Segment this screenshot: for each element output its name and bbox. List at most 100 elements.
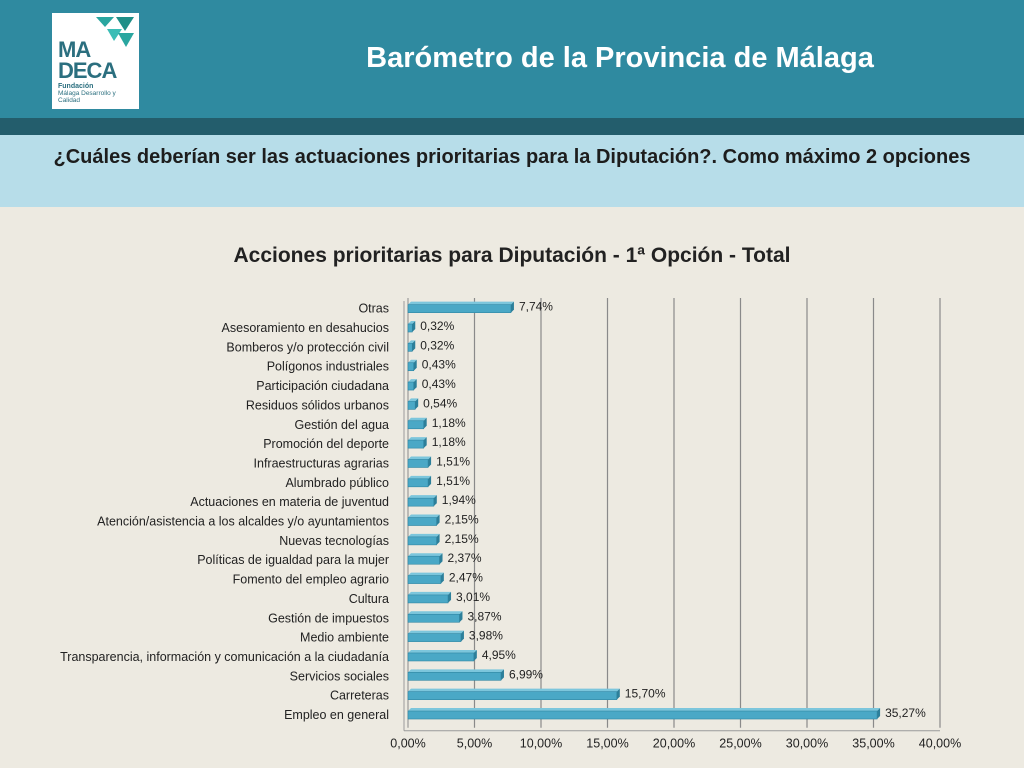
bar-top <box>408 456 432 460</box>
bar <box>407 652 475 662</box>
bar-side <box>415 398 419 410</box>
bar <box>407 381 415 391</box>
value-label: 1,18% <box>432 435 466 449</box>
bar-side <box>500 669 504 681</box>
bar-side <box>436 533 440 545</box>
category-label: Otras <box>358 302 389 316</box>
bar <box>407 439 424 449</box>
category-label: Fomento del empleo agrario <box>233 573 389 587</box>
bar <box>407 691 618 700</box>
header-strip <box>0 118 1024 135</box>
category-label: Actuaciones en materia de juventud <box>190 495 389 509</box>
value-label: 1,18% <box>432 416 466 430</box>
bar <box>407 420 424 430</box>
bar <box>407 613 460 623</box>
value-label: 4,95% <box>482 648 516 662</box>
bar <box>407 575 442 584</box>
x-tick-label: 20,00% <box>653 737 695 751</box>
category-label: Empleo en general <box>284 708 389 722</box>
bar-side <box>877 708 881 720</box>
category-label: Infraestructuras agrarias <box>254 456 389 470</box>
bar-top <box>408 437 427 441</box>
logo-text: MA DECA <box>58 37 117 83</box>
page-title: Barómetro de la Provincia de Málaga <box>366 42 874 74</box>
value-label: 2,37% <box>448 551 482 565</box>
category-label: Alumbrado público <box>285 476 389 490</box>
bar <box>407 672 502 681</box>
category-label: Medio ambiente <box>300 631 389 645</box>
bar-top <box>408 688 620 692</box>
bar-top <box>408 301 514 305</box>
bar-side <box>413 359 417 371</box>
category-label: Asesoramiento en desahucios <box>222 321 389 335</box>
bar-top <box>408 359 417 363</box>
bar <box>407 497 435 507</box>
category-label: Transparencia, información y comunicació… <box>60 650 389 664</box>
category-label: Carreteras <box>330 689 389 703</box>
x-tick-label: 15,00% <box>586 737 628 751</box>
value-label: 2,15% <box>445 532 479 546</box>
bar <box>407 362 415 372</box>
bar-top <box>408 649 477 653</box>
category-label: Gestión de impuestos <box>268 611 389 625</box>
bar-side <box>428 475 432 487</box>
value-label: 6,99% <box>509 667 543 681</box>
bar-top <box>408 340 416 344</box>
bar-side <box>510 301 514 313</box>
bar-side <box>440 572 444 584</box>
bar <box>407 594 449 604</box>
header-bar <box>0 0 1024 118</box>
chart-title: Acciones prioritarias para Diputación - … <box>233 244 791 267</box>
bar-top <box>408 630 464 634</box>
bar-side <box>423 417 427 429</box>
bar-top <box>408 398 419 402</box>
bar-side <box>433 495 437 507</box>
bar-side <box>439 553 443 565</box>
bar <box>407 633 462 642</box>
value-label: 0,43% <box>422 358 456 372</box>
category-label: Atención/asistencia a los alcaldes y/o a… <box>97 515 389 529</box>
bar-side <box>448 591 452 603</box>
value-label: 0,32% <box>420 319 454 333</box>
value-label: 0,32% <box>420 338 454 352</box>
x-tick-label: 5,00% <box>457 737 492 751</box>
bar-side <box>428 456 432 468</box>
bar-top <box>408 321 416 325</box>
value-label: 0,54% <box>423 396 457 410</box>
survey-question: ¿Cuáles deberían ser las actuaciones pri… <box>53 146 971 168</box>
bar-top <box>408 611 463 615</box>
bar-top <box>408 514 440 518</box>
x-tick-label: 0,00% <box>390 737 425 751</box>
value-label: 0,43% <box>422 377 456 391</box>
value-label: 35,27% <box>885 706 926 720</box>
bar-chart: 0,00% 5,00% 10,00% 15,00% 20,00% 25,00% 30,00%… <box>60 298 961 751</box>
value-label: 1,51% <box>436 474 470 488</box>
bar <box>407 555 440 565</box>
value-label: 1,51% <box>436 454 470 468</box>
logo-subtitle: Fundación Málaga Desarrollo y Calidad <box>58 83 116 104</box>
category-label: Bomberos y/o protección civil <box>226 340 389 354</box>
category-label: Promoción del deporte <box>263 437 389 451</box>
bar-side <box>460 630 464 642</box>
category-label: Gestión del agua <box>294 418 389 432</box>
logo-mark-icon <box>96 17 134 47</box>
bar-top <box>408 572 444 576</box>
category-label: Servicios sociales <box>290 669 389 683</box>
value-label: 3,98% <box>469 629 503 643</box>
category-label: Residuos sólidos urbanos <box>246 398 389 412</box>
category-label: Cultura <box>349 592 389 606</box>
madeca-logo: MA DECA Fundación Málaga Desarrollo y Cal… <box>52 13 139 109</box>
bar-top <box>408 475 432 479</box>
bar-top <box>408 379 417 383</box>
value-label: 7,74% <box>519 300 553 314</box>
bar-side <box>473 649 477 661</box>
bar-side <box>616 688 620 700</box>
bar-side <box>459 611 463 623</box>
bar-top <box>408 495 437 499</box>
category-label: Políticas de igualdad para la mujer <box>197 553 389 567</box>
x-tick-label: 35,00% <box>852 737 894 751</box>
value-label: 15,70% <box>625 687 666 701</box>
bar-side <box>423 437 427 449</box>
bar <box>407 401 416 410</box>
bar <box>407 459 429 468</box>
